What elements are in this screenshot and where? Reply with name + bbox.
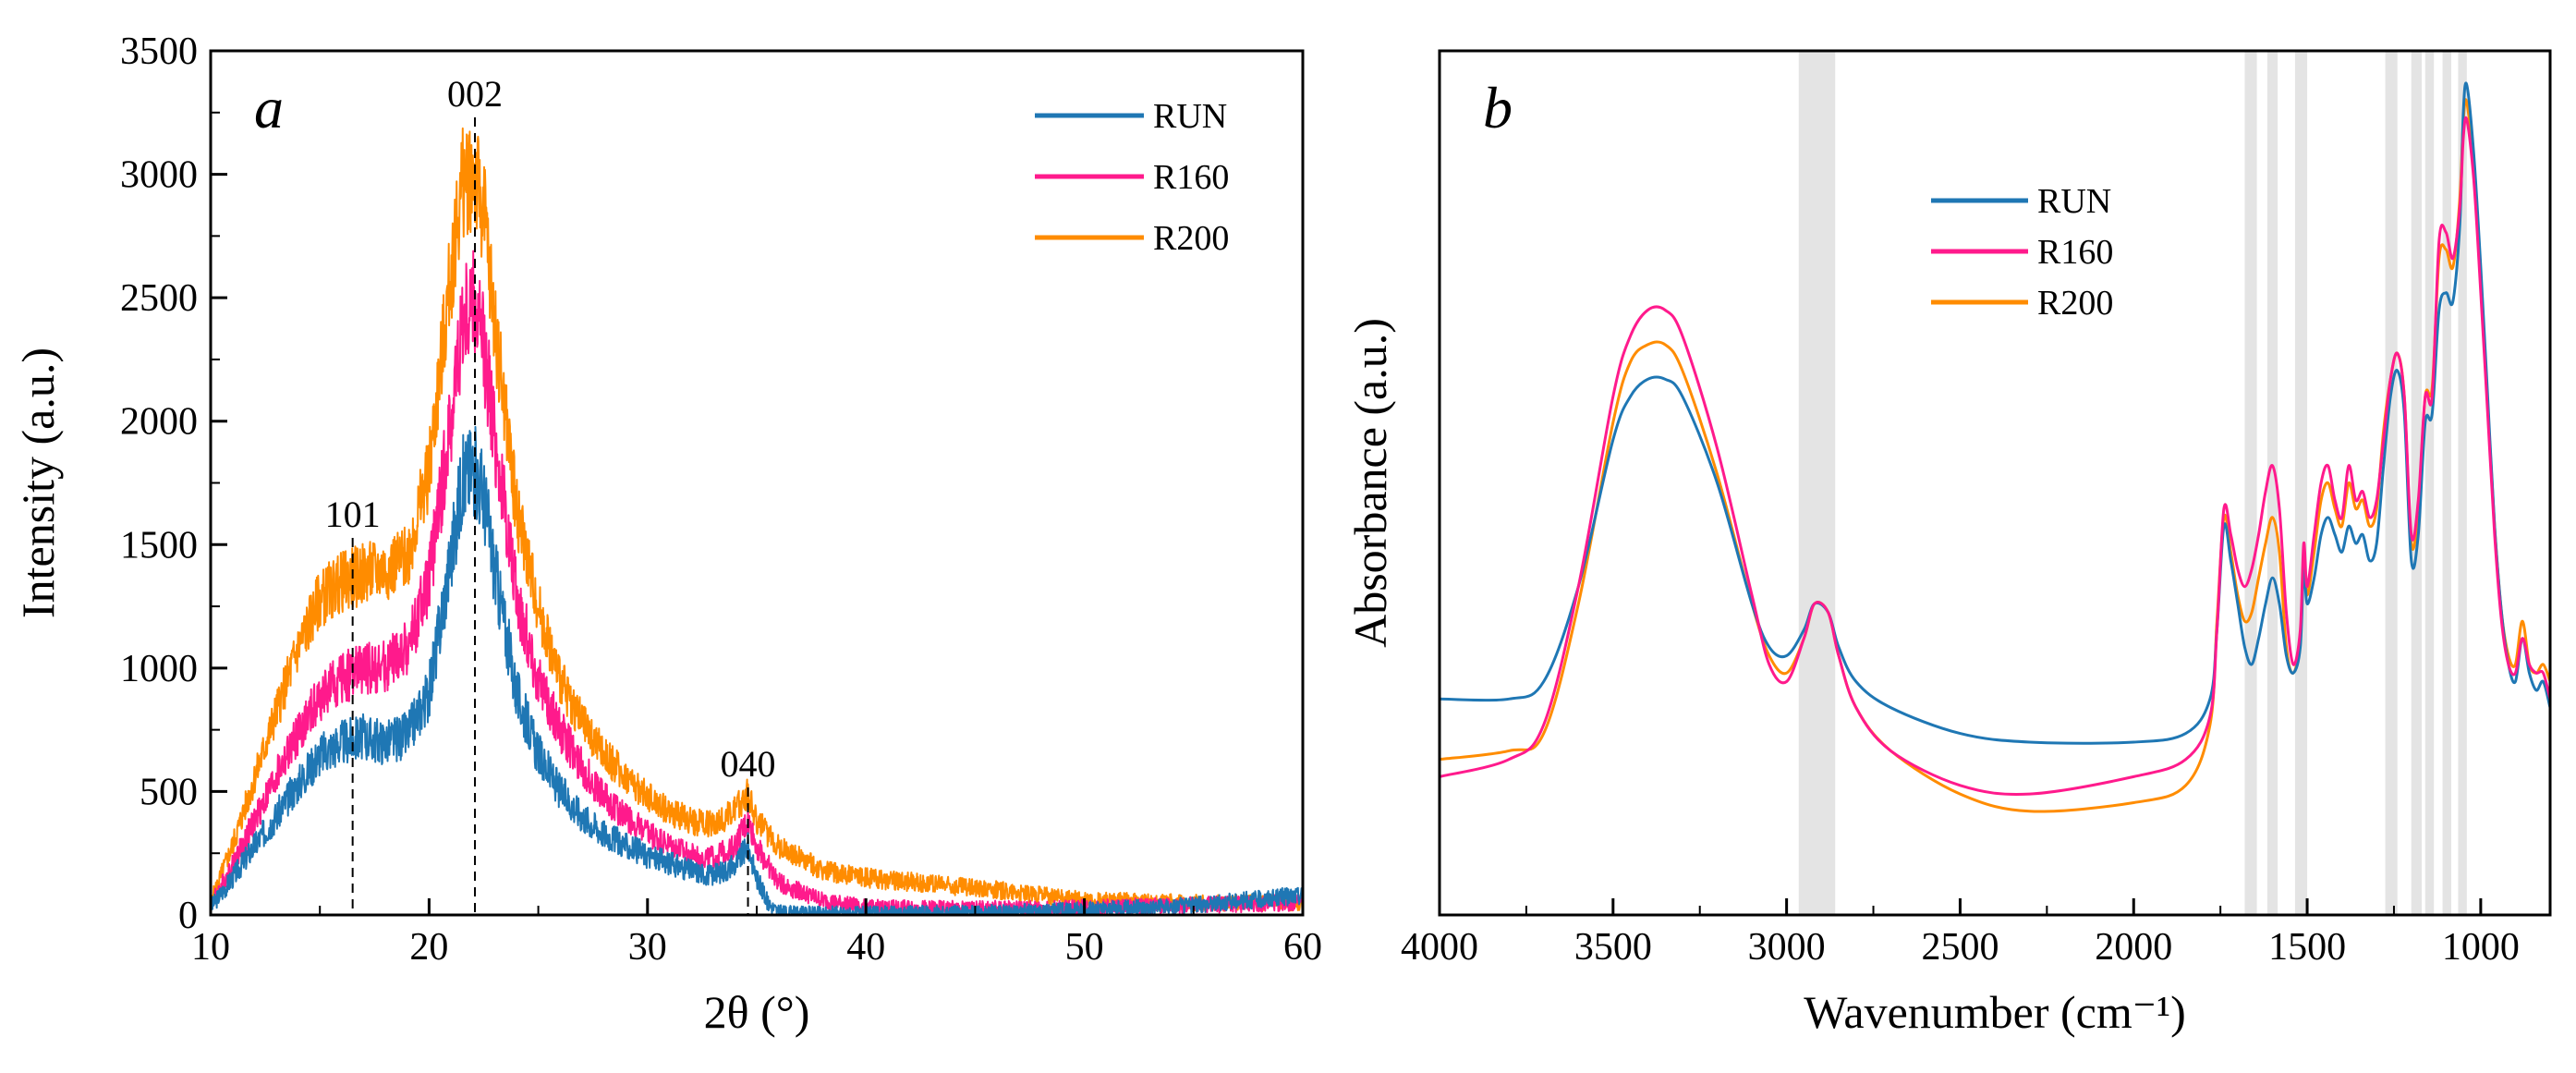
x-tick-label: 60: [1283, 926, 1322, 969]
y-tick-label: 2500: [120, 277, 198, 320]
x-tick-label: 1000: [2442, 926, 2520, 969]
shaded-band: [2442, 51, 2451, 915]
panel-b-shaded-bands: [1798, 51, 2467, 915]
y-tick-label: 3000: [120, 154, 198, 197]
shaded-band: [2458, 51, 2467, 915]
x-tick-label: 3000: [1748, 926, 1826, 969]
panel-b-x-axis-title: Wavenumber (cm⁻¹): [1804, 986, 2186, 1038]
legend-label-run: RUN: [1153, 97, 1227, 136]
panel-b-axes: 4000 3500 3000 2500 2000 1500 1000: [1401, 898, 2520, 969]
x-tick-label: 30: [628, 926, 667, 969]
shaded-band: [2411, 51, 2423, 915]
x-tick-label: 20: [409, 926, 448, 969]
x-tick-label: 10: [191, 926, 230, 969]
series-line-run: [210, 425, 1304, 916]
x-tick-label: 50: [1065, 926, 1104, 969]
x-tick-label: 2000: [2095, 926, 2172, 969]
panel-a-plot-lines: [210, 127, 1304, 916]
x-tick-label: 2500: [1921, 926, 1999, 969]
panel-b-y-axis-title: Absorbance (a.u.): [1344, 318, 1396, 648]
x-tick-label: 3500: [1574, 926, 1652, 969]
panel-b-plot-frame: [1438, 49, 2552, 917]
panel-a-axes: 10 20 30 40 50 60 0 500 1000 1500 2000 2500 3000 3500: [120, 30, 1322, 969]
shaded-band: [1798, 51, 1836, 915]
x-tick-label: 1500: [2268, 926, 2346, 969]
panel-a-label: a: [254, 75, 284, 140]
x-tick-label: 4000: [1401, 926, 1478, 969]
y-tick-label: 500: [140, 771, 198, 813]
y-tick-label: 1500: [120, 524, 198, 567]
x-tick-label: 40: [846, 926, 885, 969]
legend-label-r200: R200: [2037, 284, 2113, 323]
y-tick-label: 2000: [120, 401, 198, 444]
panel-b-ftir-chart: 4000 3500 3000 2500 2000 1500 1000 b Wavenumbe…: [1344, 49, 2552, 1038]
panel-a-plot-frame: [209, 49, 1305, 917]
shaded-band: [2424, 51, 2435, 915]
peak-label-040: 040: [721, 743, 776, 785]
legend-label-run: RUN: [2037, 182, 2111, 221]
panel-a-y-axis-title: Intensity (a.u.): [12, 348, 64, 618]
peak-label-101: 101: [325, 494, 381, 535]
legend-label-r160: R160: [2037, 233, 2113, 272]
series-line-run: [1439, 81, 2552, 745]
y-tick-label: 1000: [120, 648, 198, 690]
legend-label-r160: R160: [1153, 158, 1229, 197]
peak-label-002: 002: [447, 73, 503, 115]
panel-a-legend: RUN R160 R200: [1035, 97, 1229, 258]
panel-a-peak-annotations: 101 002 040: [325, 73, 776, 915]
shaded-band: [2244, 51, 2257, 915]
shaded-band: [2385, 51, 2398, 915]
panel-a-x-axis-title: 2θ (°): [704, 986, 810, 1038]
legend-label-r200: R200: [1153, 219, 1229, 258]
series-line-r160: [1439, 116, 2552, 796]
panel-a-xrd-chart: 101 002 040 10 20 30 40 50 60 0 500 1000 1500 2000 25…: [12, 30, 1322, 1038]
panel-b-legend: RUN R160 R200: [1931, 182, 2113, 323]
panel-b-plot-lines: [1439, 81, 2552, 813]
panel-b-label: b: [1483, 75, 1513, 140]
y-tick-label: 0: [178, 895, 198, 937]
series-line-r200: [210, 127, 1304, 912]
shaded-band: [2294, 51, 2308, 915]
y-tick-label: 3500: [120, 30, 198, 73]
shaded-band: [2266, 51, 2278, 915]
